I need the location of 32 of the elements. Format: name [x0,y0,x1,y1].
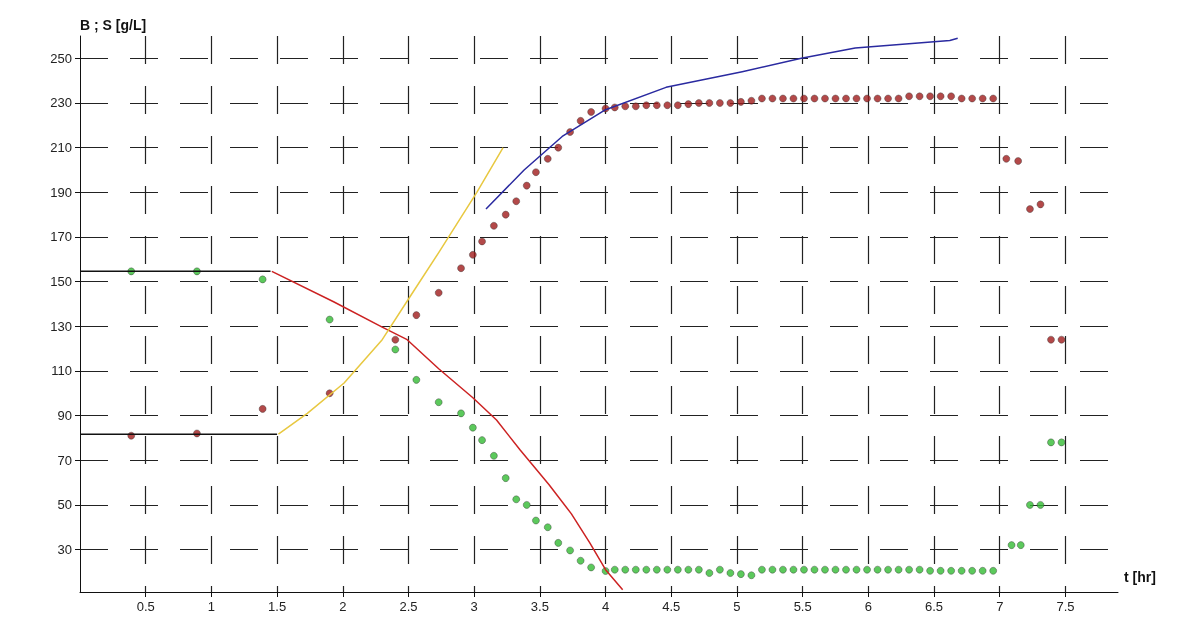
x-tick-label: 1 [207,599,216,614]
x-tick-label: 3.5 [530,599,549,614]
line-series [485,37,959,210]
y-tick-label: 70 [57,452,72,468]
x-tick-label: 2.5 [399,599,418,614]
y-tick-label: 30 [57,542,72,558]
y-tick-label: 230 [50,95,72,111]
y-axis-title: B ; S [g/L] [80,17,147,33]
x-tick-label: 7.5 [1056,599,1075,614]
x-tick-label: 4.5 [662,599,681,614]
line-series [271,270,624,591]
y-tick-label: 110 [51,363,72,379]
x-tick-label: 4 [601,599,610,614]
x-tick-label: 5 [733,599,741,614]
y-tick-label: 150 [50,274,72,290]
y-tick-label: 50 [57,497,72,513]
x-tick-label: 3 [470,599,478,614]
x-tick-label: 1.5 [268,599,287,614]
x-tick-label: 2 [339,599,347,614]
x-tick-label: 0.5 [136,599,155,614]
y-tick-label: 90 [57,408,72,424]
line-series [277,146,504,435]
x-axis-title: t [hr] [1124,569,1156,585]
x-tick-label: 6.5 [925,599,944,614]
x-tick-label: 6 [864,599,872,614]
y-tick-label: 130 [50,318,72,334]
y-tick-label: 250 [50,50,72,66]
y-tick-label: 210 [50,140,72,156]
y-tick-label: 190 [50,184,72,200]
x-tick-label: 7 [996,599,1004,614]
y-tick-label: 170 [50,229,72,245]
x-tick-label: 5.5 [793,599,812,614]
